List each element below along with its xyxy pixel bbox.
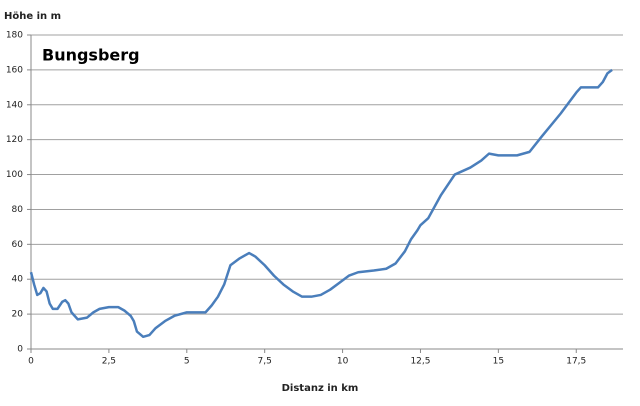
y-tick-label: 120 (6, 135, 23, 145)
chart-title: Bungsberg (42, 46, 140, 65)
x-tick-label: 7,5 (258, 357, 272, 367)
y-tick-label: 160 (6, 65, 23, 75)
x-axis-label: Distanz in km (282, 383, 359, 394)
y-tick-label: 20 (12, 310, 24, 320)
x-tick-label: 5 (184, 357, 190, 367)
y-tick-label: 0 (17, 345, 23, 355)
y-tick-label: 80 (12, 205, 24, 215)
y-tick-label: 140 (6, 100, 23, 110)
x-tick-label: 15 (493, 357, 504, 367)
y-tick-label: 40 (12, 275, 24, 285)
y-tick-label: 60 (12, 240, 24, 250)
line-series (29, 68, 613, 339)
x-tick-label: 10 (337, 357, 349, 367)
x-tick-label: 0 (28, 357, 34, 367)
x-tick-label: 17,5 (566, 357, 586, 367)
x-tick-label: 2,5 (102, 357, 116, 367)
y-tick-label: 100 (6, 170, 23, 180)
y-axis-label: Höhe in m (4, 11, 61, 22)
x-tick-label: 12,5 (410, 357, 430, 367)
y-tick-label: 180 (6, 31, 23, 41)
